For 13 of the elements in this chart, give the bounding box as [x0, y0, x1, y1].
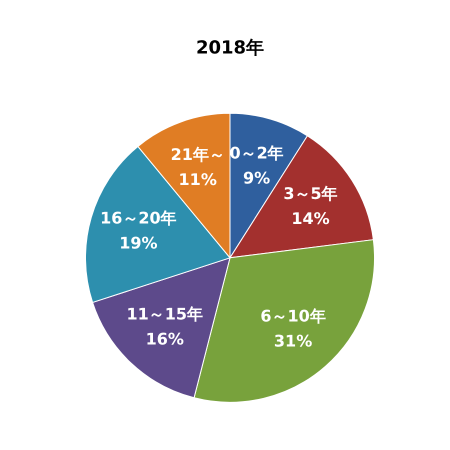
data-label: 9%: [243, 168, 270, 188]
slice-label: 3～5年: [283, 184, 338, 203]
data-label: 14%: [291, 208, 330, 228]
slice-label: 11～15年: [126, 304, 203, 324]
slice-label: 16～20年: [100, 208, 177, 228]
slice-label: 21年～: [170, 145, 225, 164]
data-label: 11%: [178, 170, 217, 190]
slice-label: 6～10年: [260, 306, 326, 326]
slice-label: 0～2年: [229, 143, 284, 162]
data-label: 31%: [274, 331, 312, 350]
data-label: 19%: [119, 233, 158, 252]
data-label: 16%: [146, 329, 184, 348]
chart-title: 2018年: [196, 37, 264, 58]
